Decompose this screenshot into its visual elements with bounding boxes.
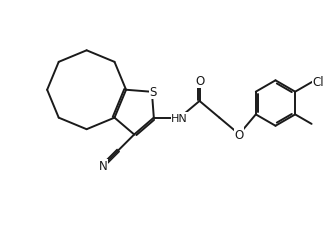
Text: S: S [150, 86, 157, 99]
Text: N: N [98, 160, 107, 173]
Text: O: O [195, 75, 204, 88]
Text: Cl: Cl [312, 76, 324, 88]
Text: O: O [235, 128, 244, 141]
Text: HN: HN [171, 113, 188, 123]
